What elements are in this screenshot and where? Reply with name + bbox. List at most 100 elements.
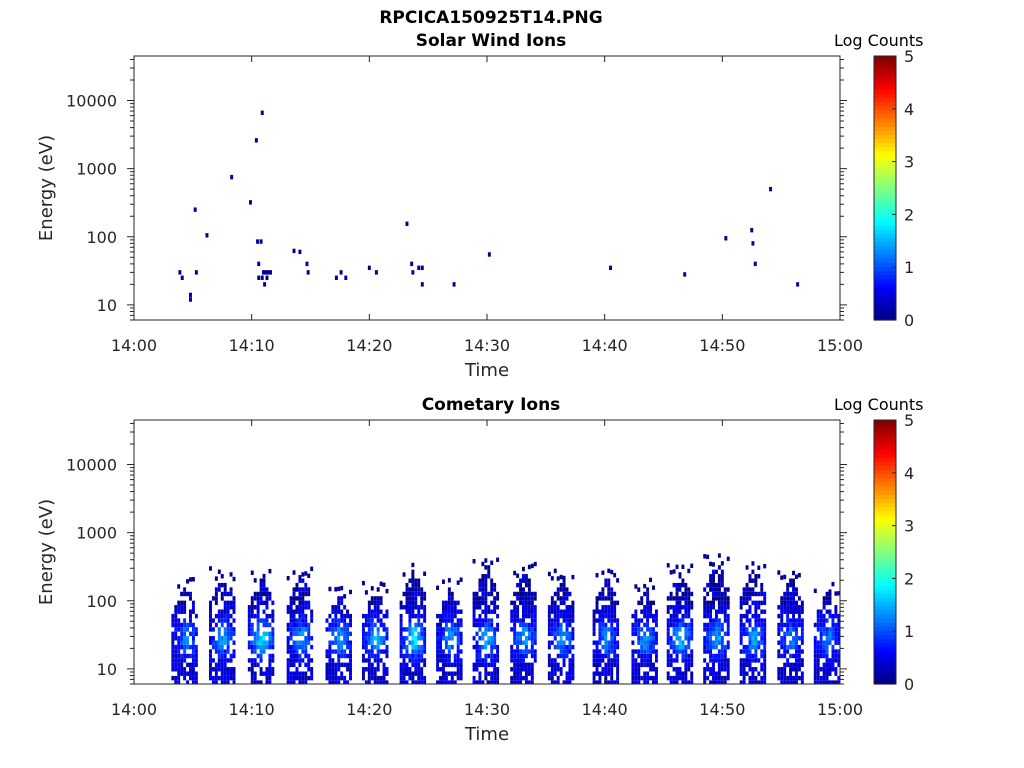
colorbar-step [874, 245, 896, 251]
burst-cell [289, 631, 293, 637]
burst-cell [616, 675, 620, 681]
colorbar-step [874, 68, 896, 74]
burst-cell [194, 675, 198, 681]
heatmap-cell [344, 275, 348, 280]
burst-cell [301, 627, 305, 632]
burst-cell [816, 618, 820, 623]
colorbar-step [874, 72, 896, 78]
burst-cell [256, 640, 260, 645]
burst-cell [370, 609, 374, 614]
burst-cell [220, 680, 224, 684]
burst-cell [289, 662, 293, 668]
burst-cell [304, 653, 308, 659]
burst-cell [530, 671, 534, 676]
burst-cell [373, 675, 377, 681]
burst-cell [604, 627, 608, 632]
burst-cell [703, 640, 707, 645]
burst-cell [562, 631, 566, 637]
burst-cell [376, 658, 380, 663]
burst-cell [681, 618, 685, 623]
burst-cell [703, 667, 707, 672]
burst-cell [484, 658, 488, 663]
burst-cell [792, 644, 795, 650]
burst-cell [226, 644, 230, 650]
burst-cell [191, 680, 195, 684]
burst-cell [760, 587, 764, 592]
burst-cell [797, 667, 801, 672]
burst-cell [568, 605, 572, 610]
burst-cell [717, 574, 721, 579]
colorbar-step [874, 307, 896, 313]
burst-cell [450, 618, 454, 623]
burst-cell [813, 675, 817, 681]
burst-cell [610, 627, 614, 632]
burst-cell [259, 596, 263, 601]
burst-cell [825, 631, 829, 637]
burst-cell [484, 558, 488, 563]
burst-cell [690, 600, 694, 606]
burst-cell [706, 640, 710, 645]
burst-cell [666, 653, 670, 659]
burst-cell [706, 605, 710, 610]
burst-cell [307, 605, 311, 610]
burst-cell [478, 600, 482, 606]
burst-cell [382, 671, 386, 676]
burst-cell [706, 667, 710, 672]
burst-cell [379, 596, 383, 601]
burst-cell [334, 622, 338, 628]
burst-cell [672, 569, 676, 574]
burst-cell [739, 680, 743, 684]
burst-cell [496, 667, 500, 672]
burst-cell [568, 658, 572, 663]
burst-cell [247, 658, 251, 663]
burst-cell [547, 640, 551, 645]
burst-cell [510, 618, 514, 623]
burst-cell [726, 640, 730, 645]
burst-cell [399, 649, 403, 654]
burst-cell [720, 667, 724, 672]
burst-cell [792, 680, 795, 684]
burst-cell [646, 680, 650, 684]
burst-cell [754, 609, 758, 614]
burst-cell [754, 578, 758, 583]
burst-cell [684, 649, 688, 654]
burst-cell [739, 618, 743, 623]
burst-cell [571, 609, 575, 614]
burst-cell [828, 609, 832, 614]
burst-cell [289, 596, 293, 601]
burst-cell [493, 662, 497, 668]
solar-wind-panel: 14:00 14:10 14:20 14:30 14:40 14:50 15:0010100… [36, 47, 914, 381]
burst-cell [797, 572, 801, 578]
burst-cell [414, 582, 418, 588]
burst-cell [268, 658, 272, 663]
burst-cell [598, 649, 602, 654]
burst-cell [754, 640, 758, 645]
burst-cell [800, 636, 804, 641]
burst-cell [385, 649, 389, 654]
burst-cell [780, 671, 784, 676]
burst-cell [370, 613, 374, 619]
burst-cell [373, 671, 377, 676]
burst-cell [441, 618, 445, 623]
burst-cell [652, 675, 655, 681]
burst-cell [217, 582, 221, 588]
burst-cell [265, 596, 269, 601]
burst-cell [472, 622, 476, 628]
burst-cell [751, 627, 755, 632]
burst-cell [405, 649, 409, 654]
burst-cell [751, 640, 755, 645]
burst-cell [253, 596, 257, 601]
burst-cell [220, 653, 224, 659]
burst-cell [516, 667, 520, 672]
burst-cell [417, 671, 421, 676]
colorbar-step [874, 655, 896, 660]
burst-cell [439, 618, 442, 623]
burst-cell [411, 574, 415, 579]
burst-cell [379, 675, 383, 681]
burst-cell [250, 640, 254, 645]
burst-cell [516, 640, 520, 645]
burst-cell [367, 622, 371, 628]
burst-cell [690, 605, 694, 610]
burst-cell [646, 627, 650, 632]
burst-cell [439, 675, 442, 681]
